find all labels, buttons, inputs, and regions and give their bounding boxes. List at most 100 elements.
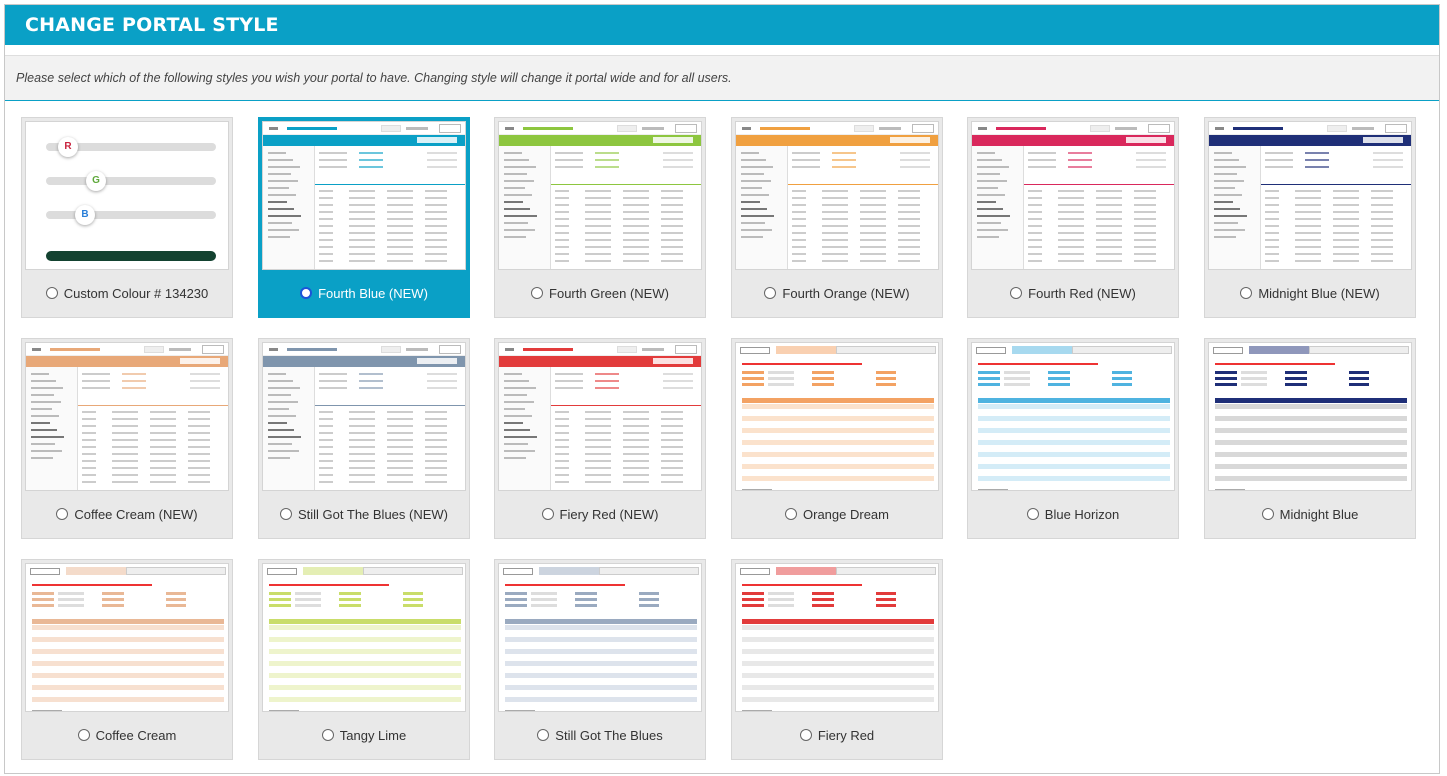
radio-button[interactable] xyxy=(1010,287,1023,299)
red-slider-handle[interactable]: R xyxy=(58,137,78,157)
preview-form-label xyxy=(1265,166,1293,168)
preview-table-row xyxy=(505,673,697,678)
preview-form-label xyxy=(812,383,834,386)
radio-button[interactable] xyxy=(1261,508,1274,520)
preview-cell xyxy=(1295,197,1321,199)
preview-form-label xyxy=(742,377,764,380)
preview-cell xyxy=(1295,246,1321,248)
preview-cell xyxy=(860,246,886,248)
preview-cell xyxy=(623,432,649,434)
style-option-card[interactable]: Coffee Cream xyxy=(21,559,233,760)
preview-pager xyxy=(978,489,1008,490)
preview-sidebar-item xyxy=(504,180,534,182)
preview-sidebar-item xyxy=(1214,166,1246,168)
style-option-card[interactable]: Midnight Blue xyxy=(1204,338,1416,539)
radio-button[interactable] xyxy=(799,729,812,741)
style-option-card[interactable]: Fiery Red xyxy=(731,559,943,760)
style-name: Orange Dream xyxy=(803,507,889,522)
style-option-custom-colour[interactable]: R G B Custom Colour # 134230 xyxy=(21,117,233,318)
preview-form-label xyxy=(1265,152,1293,154)
preview-cell xyxy=(112,411,138,413)
style-option-card[interactable]: Midnight Blue (NEW) xyxy=(1204,117,1416,318)
style-preview-thumbnail xyxy=(25,342,229,491)
preview-sidebar-item xyxy=(268,408,289,410)
preview-form-label xyxy=(812,377,834,380)
radio-button[interactable] xyxy=(1026,508,1039,520)
preview-sidebar-item xyxy=(268,457,290,459)
instructions-text: Please select which of the following sty… xyxy=(16,71,732,85)
preview-sidebar xyxy=(26,367,78,490)
green-slider-handle[interactable]: G xyxy=(86,171,106,191)
style-option-label: Custom Colour # 134230 xyxy=(22,286,232,301)
radio-button[interactable] xyxy=(764,287,777,299)
blue-slider-handle[interactable]: B xyxy=(75,205,95,225)
preview-table-header xyxy=(1261,184,1411,185)
style-option-card[interactable]: Coffee Cream (NEW) xyxy=(21,338,233,539)
preview-form-label xyxy=(269,604,291,607)
radio-button[interactable] xyxy=(77,729,90,741)
preview-title xyxy=(1012,346,1072,354)
preview-accent-bar xyxy=(263,135,465,146)
preview-cell xyxy=(188,446,210,448)
preview-cell xyxy=(661,260,683,262)
style-option-card[interactable]: Fourth Blue (NEW) xyxy=(258,117,470,318)
style-option-card[interactable]: Fourth Red (NEW) xyxy=(967,117,1179,318)
style-option-card[interactable]: Blue Horizon xyxy=(967,338,1179,539)
radio-button[interactable] xyxy=(300,287,313,299)
preview-cell xyxy=(792,225,806,227)
blue-slider[interactable] xyxy=(46,211,216,219)
style-option-label: Still Got The Blues xyxy=(495,728,705,743)
radio-button[interactable] xyxy=(537,729,550,741)
preview-form-field xyxy=(359,373,383,375)
preview-button xyxy=(180,358,220,364)
style-option-card[interactable]: Orange Dream xyxy=(731,338,943,539)
preview-menu xyxy=(879,127,901,130)
preview-cell xyxy=(387,218,413,220)
style-option-card[interactable]: Fiery Red (NEW) xyxy=(494,338,706,539)
preview-topbar xyxy=(1209,122,1411,135)
style-option-card[interactable]: Still Got The Blues xyxy=(494,559,706,760)
style-name: Coffee Cream xyxy=(95,728,177,743)
preview-cell xyxy=(585,232,611,234)
preview-cell xyxy=(661,211,683,213)
radio-button[interactable] xyxy=(541,508,554,520)
preview-cell xyxy=(319,225,333,227)
style-option-card[interactable]: Fourth Green (NEW) xyxy=(494,117,706,318)
red-slider[interactable] xyxy=(46,143,216,151)
preview-table-row xyxy=(1215,452,1407,457)
preview-topbar xyxy=(263,343,465,356)
preview-cell xyxy=(623,225,649,227)
radio-button[interactable] xyxy=(321,729,334,741)
preview-menu xyxy=(1115,127,1137,130)
radio-button[interactable] xyxy=(1240,287,1253,299)
green-slider[interactable] xyxy=(46,177,216,185)
preview-topbar xyxy=(972,122,1174,135)
radio-button[interactable] xyxy=(531,287,544,299)
style-option-card[interactable]: Fourth Orange (NEW) xyxy=(731,117,943,318)
preview-sidebar-item xyxy=(268,152,286,154)
style-preview-thumbnail xyxy=(735,342,939,491)
preview-cell xyxy=(150,453,176,455)
preview-cell xyxy=(555,460,569,462)
radio-button[interactable] xyxy=(785,508,797,520)
preview-button xyxy=(653,358,693,364)
style-name: Fourth Red (NEW) xyxy=(1028,286,1136,301)
preview-search xyxy=(381,346,401,353)
preview-search xyxy=(1327,125,1347,132)
style-option-card[interactable]: Tangy Lime xyxy=(258,559,470,760)
radio-button[interactable] xyxy=(279,508,292,520)
preview-cell xyxy=(425,239,447,241)
preview-sidebar-item xyxy=(268,201,287,203)
preview-search xyxy=(144,346,164,353)
preview-form-label xyxy=(742,592,764,595)
preview-cell xyxy=(1371,253,1393,255)
preview-cell xyxy=(112,425,138,427)
preview-cell xyxy=(188,481,210,483)
radio-button[interactable] xyxy=(45,287,58,299)
preview-cell xyxy=(425,439,447,441)
style-option-card[interactable]: Still Got The Blues (NEW) xyxy=(258,338,470,539)
preview-cell xyxy=(82,411,96,413)
preview-table-row xyxy=(742,404,934,409)
radio-button[interactable] xyxy=(56,508,69,520)
preview-logo xyxy=(976,347,1006,354)
